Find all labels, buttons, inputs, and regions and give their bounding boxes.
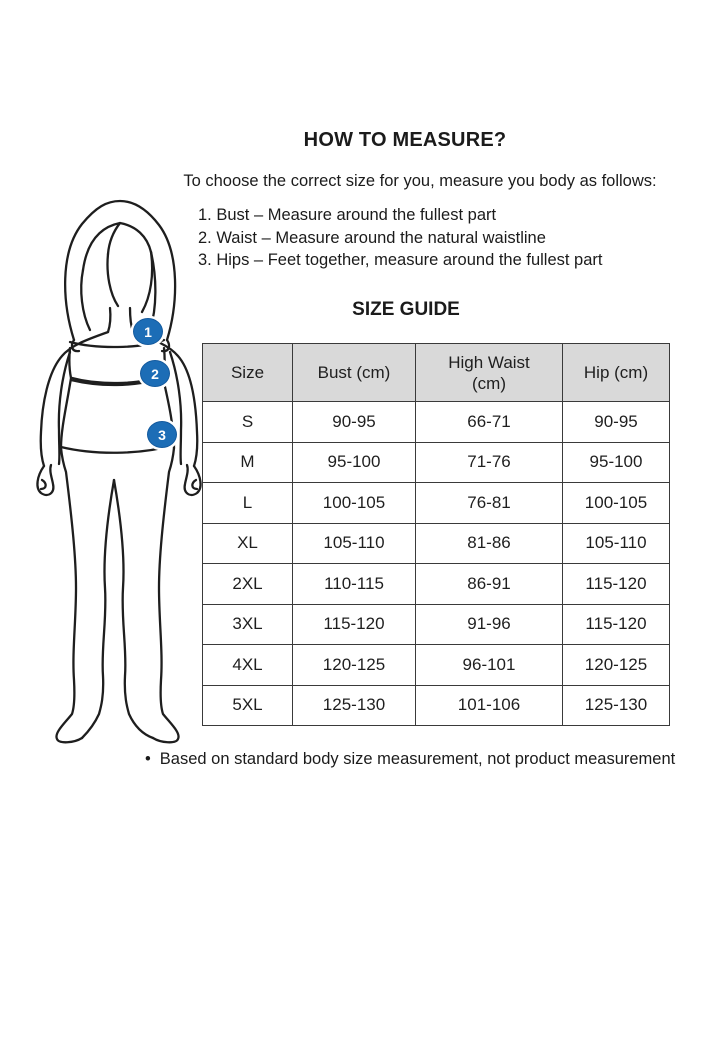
size-table-header: Size Bust (cm) High Waist (cm) Hip (cm): [202, 343, 670, 402]
size-guide-heading: SIZE GUIDE: [352, 299, 460, 320]
cell-bust: 105-110: [292, 522, 416, 564]
bullet-icon: •: [145, 750, 151, 768]
cell-hip: 115-120: [562, 563, 670, 605]
cell-size: 3XL: [202, 603, 293, 645]
page-title: HOW TO MEASURE?: [303, 129, 507, 151]
cell-hip: 125-130: [562, 684, 670, 726]
step-bust: 1. Bust – Measure around the fullest par…: [198, 206, 497, 224]
cell-bust: 115-120: [292, 603, 416, 645]
measure-point-badge-hips: 3: [147, 421, 177, 448]
measure-point-badge-waist: 2: [140, 360, 170, 387]
cell-waist: 96-101: [415, 644, 563, 686]
table-row-m: M 95-100 71-76 95-100: [202, 441, 670, 483]
cell-hip: 105-110: [562, 522, 670, 564]
cell-hip: 95-100: [562, 441, 670, 483]
size-chart-table: Size Bust (cm) High Waist (cm) Hip (cm) …: [202, 343, 670, 726]
cell-size: M: [202, 441, 293, 483]
cell-waist: 76-81: [415, 482, 563, 524]
table-row-5xl: 5XL 125-130 101-106 125-130: [202, 684, 670, 726]
measure-point-badge-bust: 1: [133, 318, 163, 345]
cell-waist: 71-76: [415, 441, 563, 483]
col-header-high-waist: High Waist (cm): [415, 343, 563, 402]
cell-size: 4XL: [202, 644, 293, 686]
note-label: Based on standard body size measurement,…: [159, 750, 676, 768]
col-header-hip: Hip (cm): [562, 343, 670, 402]
cell-size: 2XL: [202, 563, 293, 605]
cell-bust: 90-95: [292, 401, 416, 443]
cell-bust: 95-100: [292, 441, 416, 483]
col-header-bust: Bust (cm): [292, 343, 416, 402]
cell-bust: 125-130: [292, 684, 416, 726]
intro-text: To choose the correct size for you, meas…: [183, 172, 657, 190]
cell-waist: 66-71: [415, 401, 563, 443]
female-outline-illustration: [36, 199, 202, 744]
table-row-4xl: 4XL 120-125 96-101 120-125: [202, 644, 670, 686]
table-row-s: S 90-95 66-71 90-95: [202, 401, 670, 443]
cell-waist: 86-91: [415, 563, 563, 605]
table-row-3xl: 3XL 115-120 91-96 115-120: [202, 603, 670, 645]
measure-steps: 1. Bust – Measure around the fullest par…: [198, 204, 602, 272]
cell-hip: 100-105: [562, 482, 670, 524]
table-header-row: Size Bust (cm) High Waist (cm) Hip (cm): [202, 343, 670, 402]
size-table-body: S 90-95 66-71 90-95 M 95-100 71-76 95-10…: [202, 401, 670, 726]
cell-hip: 90-95: [562, 401, 670, 443]
table-row-l: L 100-105 76-81 100-105: [202, 482, 670, 524]
table-row-xl: XL 105-110 81-86 105-110: [202, 522, 670, 564]
cell-hip: 115-120: [562, 603, 670, 645]
cell-hip: 120-125: [562, 644, 670, 686]
step-hips: 3. Hips – Feet together, measure around …: [198, 251, 603, 270]
cell-bust: 110-115: [292, 563, 416, 605]
step-waist: 2. Waist – Measure around the natural wa…: [198, 228, 546, 247]
col-header-size: Size: [202, 343, 293, 402]
table-row-2xl: 2XL 110-115 86-91 115-120: [202, 563, 670, 605]
cell-bust: 120-125: [292, 644, 416, 686]
cell-waist: 101-106: [415, 684, 563, 726]
cell-size: S: [202, 401, 293, 443]
measurement-note: • Based on standard body size measurement…: [145, 750, 715, 769]
cell-bust: 100-105: [292, 482, 416, 524]
cell-size: XL: [202, 522, 293, 564]
cell-size: L: [202, 482, 293, 524]
cell-waist: 81-86: [415, 522, 563, 564]
body-figure: 1 2 3: [30, 190, 210, 750]
cell-size: 5XL: [202, 684, 293, 726]
cell-waist: 91-96: [415, 603, 563, 645]
